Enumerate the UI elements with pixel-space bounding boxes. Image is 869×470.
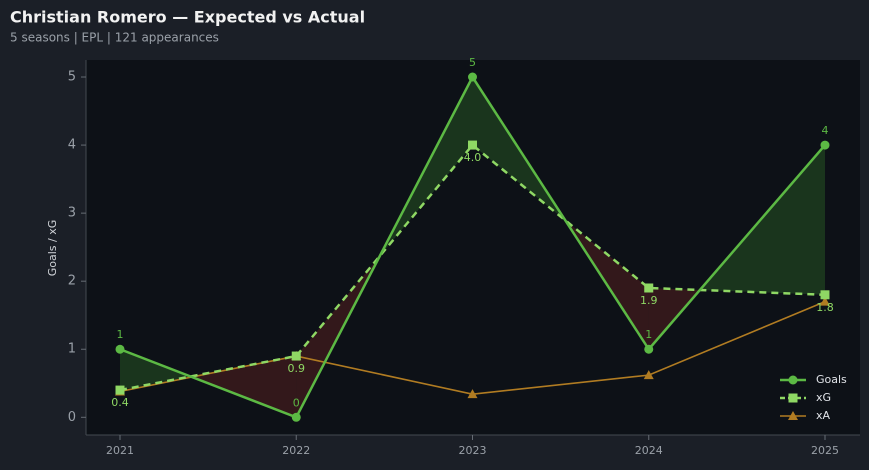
legend-label: xA — [816, 409, 831, 422]
data-label: 1.8 — [816, 301, 834, 314]
y-tick-label: 0 — [68, 410, 76, 425]
data-point — [820, 296, 830, 306]
data-point — [644, 283, 654, 293]
data-label: 1 — [645, 328, 652, 341]
chart-title: Christian Romero — Expected vs Actual — [10, 8, 365, 27]
data-point — [468, 72, 477, 82]
x-tick-label: 2023 — [459, 444, 487, 457]
data-point — [115, 344, 125, 354]
data-label: 0.4 — [111, 396, 129, 409]
data-label: 4 — [822, 124, 829, 137]
data-point — [643, 370, 654, 380]
chart-subtitle: 5 seasons | EPL | 121 appearances — [10, 31, 219, 45]
legend-marker — [788, 393, 798, 403]
x-tick-label: 2024 — [635, 444, 663, 457]
data-label: 0.9 — [288, 362, 306, 375]
legend-marker — [788, 411, 798, 420]
data-point — [468, 140, 477, 150]
data-label: 1.9 — [640, 294, 658, 307]
data-point — [820, 140, 830, 150]
data-label: 0 — [293, 396, 300, 409]
data-point — [467, 389, 478, 399]
legend-label: xG — [816, 391, 831, 404]
data-point — [291, 351, 301, 361]
y-tick-label: 5 — [68, 70, 76, 85]
y-axis-label: Goals / xG — [46, 220, 59, 277]
legend-label: Goals — [816, 373, 847, 386]
data-point — [820, 290, 830, 300]
x-tick-label: 2022 — [282, 444, 310, 457]
x-tick-label: 2021 — [106, 444, 134, 457]
data-label: 4.0 — [464, 151, 482, 164]
data-point — [644, 344, 654, 354]
legend-marker — [788, 375, 798, 385]
y-tick-label: 1 — [68, 342, 76, 357]
data-label: 5 — [469, 56, 476, 69]
data-point — [115, 385, 125, 395]
data-label: 1 — [117, 328, 124, 341]
data-point — [291, 412, 301, 422]
x-tick-label: 2025 — [811, 444, 839, 457]
y-tick-label: 4 — [68, 138, 76, 153]
y-tick-label: 2 — [68, 274, 76, 289]
y-tick-label: 3 — [68, 206, 76, 221]
